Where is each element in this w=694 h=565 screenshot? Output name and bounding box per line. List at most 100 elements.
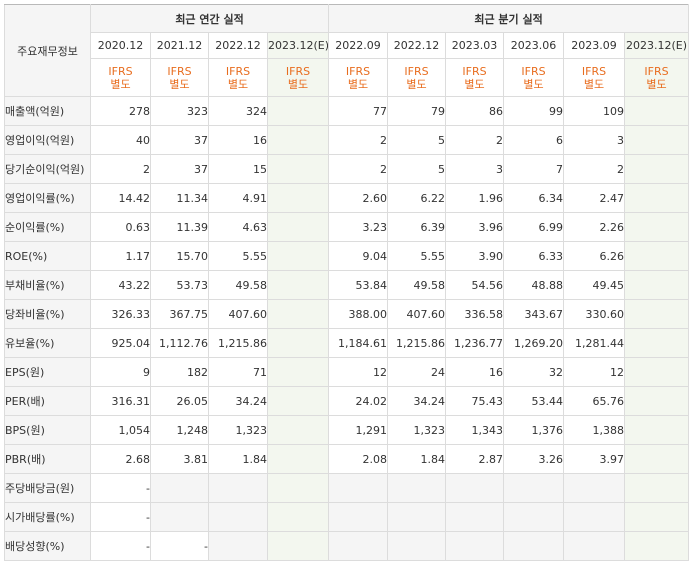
value-cell: [624, 270, 690, 300]
value-cell: 1,323: [208, 415, 268, 445]
value-cell: 4.63: [208, 212, 268, 242]
value-cell: 1,388: [563, 415, 626, 445]
value-cell: 34.24: [208, 386, 268, 416]
value-cell: [266, 502, 330, 532]
value-cell: 5: [387, 154, 447, 184]
value-cell: 1,054: [90, 415, 151, 445]
value-cell: 9: [90, 357, 151, 387]
value-cell: 2.68: [90, 444, 151, 474]
value-cell: [150, 473, 209, 503]
basis-label: 별도: [464, 77, 485, 91]
value-cell: [266, 473, 330, 503]
table-row: 영업이익(억원) 40 37 16 2 5 2 6 3: [4, 125, 690, 155]
value-cell: 71: [208, 357, 268, 387]
value-cell: [445, 473, 505, 503]
value-cell: [387, 502, 447, 532]
value-cell: [624, 357, 690, 387]
value-cell: 6.33: [503, 241, 565, 271]
value-cell: 12: [328, 357, 389, 387]
value-cell: [624, 299, 690, 329]
value-cell: 1,215.86: [387, 328, 447, 358]
value-cell: 182: [150, 357, 209, 387]
value-cell: [503, 473, 565, 503]
table-row: 매출액(억원) 278 323 324 77 79 86 99 109: [4, 96, 690, 126]
value-cell: [624, 415, 690, 445]
accounting-basis-label: IFRS 별도: [266, 58, 330, 97]
period-header: 2022.12: [387, 32, 447, 59]
row-label: EPS(원): [4, 357, 91, 387]
value-cell: 5.55: [387, 241, 447, 271]
table-row: PBR(배) 2.68 3.81 1.84 2.08 1.84 2.87 3.26 3.97: [4, 444, 690, 474]
value-cell: 5.55: [208, 241, 268, 271]
row-label: PER(배): [4, 386, 91, 416]
table-row: 부채비율(%) 43.22 53.73 49.58 53.84 49.58 54.56 48.…: [4, 270, 690, 300]
period-header: 2023.12(E): [624, 32, 690, 59]
annual-group-header: 최근 연간 실적: [89, 4, 330, 33]
value-cell: 6.34: [503, 183, 565, 213]
value-cell: [266, 444, 330, 474]
value-cell: 37: [150, 125, 209, 155]
ifrs-label: IFRS: [581, 64, 607, 78]
value-cell: [624, 473, 690, 503]
accounting-basis-label: IFRS 별도: [563, 58, 626, 97]
value-cell: 77: [328, 96, 389, 126]
value-cell: 367.75: [150, 299, 209, 329]
value-cell: [328, 531, 389, 561]
value-cell: [445, 502, 505, 532]
value-cell: 15.70: [150, 241, 209, 271]
value-cell: 26.05: [150, 386, 209, 416]
value-cell: [387, 531, 447, 561]
basis-label: 별도: [523, 77, 544, 91]
value-cell: [266, 386, 330, 416]
value-cell: [624, 386, 690, 416]
value-cell: 2: [445, 125, 505, 155]
value-cell: 54.56: [445, 270, 505, 300]
value-cell: 49.58: [387, 270, 447, 300]
row-label: 유보율(%): [4, 328, 91, 358]
value-cell: [208, 502, 268, 532]
value-cell: 407.60: [208, 299, 268, 329]
value-cell: 1,269.20: [503, 328, 565, 358]
table-row: PER(배) 316.31 26.05 34.24 24.02 34.24 75.43 53.…: [4, 386, 690, 416]
value-cell: 40: [90, 125, 151, 155]
row-label: 영업이익률(%): [4, 183, 91, 213]
value-cell: [266, 299, 330, 329]
value-cell: [503, 502, 565, 532]
value-cell: 388.00: [328, 299, 389, 329]
ifrs-label: IFRS: [167, 64, 192, 78]
value-cell: 7: [503, 154, 565, 184]
row-label: 시가배당률(%): [4, 502, 91, 532]
ifrs-label: IFRS: [521, 64, 546, 78]
row-label: 영업이익(억원): [4, 125, 91, 155]
period-header: 2023.12(E): [266, 32, 330, 59]
table-row: 영업이익률(%) 14.42 11.34 4.91 2.60 6.22 1.96 6.34 2.…: [4, 183, 690, 213]
value-cell: 1.17: [90, 241, 151, 271]
value-cell: 53.73: [150, 270, 209, 300]
value-cell: 75.43: [445, 386, 505, 416]
value-cell: [266, 415, 330, 445]
value-cell: [563, 502, 626, 532]
value-cell: 11.34: [150, 183, 209, 213]
value-cell: 1,215.86: [208, 328, 268, 358]
accounting-basis-label: IFRS 별도: [90, 58, 151, 97]
ifrs-label: IFRS: [404, 64, 429, 78]
value-cell: 2.60: [328, 183, 389, 213]
value-cell: 11.39: [150, 212, 209, 242]
value-cell: 86: [445, 96, 505, 126]
value-cell: 109: [563, 96, 626, 126]
ifrs-label: IFRS: [345, 64, 371, 78]
row-label: 매출액(억원): [4, 96, 91, 126]
value-cell: 1,281.44: [563, 328, 626, 358]
basis-header-row: IFRS 별도 IFRS 별도 IFRS 별도 IFRS 별도 IFRS 별도 IFRS 별도 IFRS…: [5, 58, 690, 97]
value-cell: [328, 502, 389, 532]
basis-label: 별도: [646, 77, 667, 91]
value-cell: [266, 531, 330, 561]
row-label: 배당성향(%): [4, 531, 91, 561]
accounting-basis-label: IFRS 별도: [150, 58, 209, 97]
value-cell: [266, 154, 330, 184]
accounting-basis-label: IFRS 별도: [387, 58, 447, 97]
basis-label: 별도: [347, 77, 369, 91]
value-cell: [266, 96, 330, 126]
value-cell: 15: [208, 154, 268, 184]
value-cell: 43.22: [90, 270, 151, 300]
